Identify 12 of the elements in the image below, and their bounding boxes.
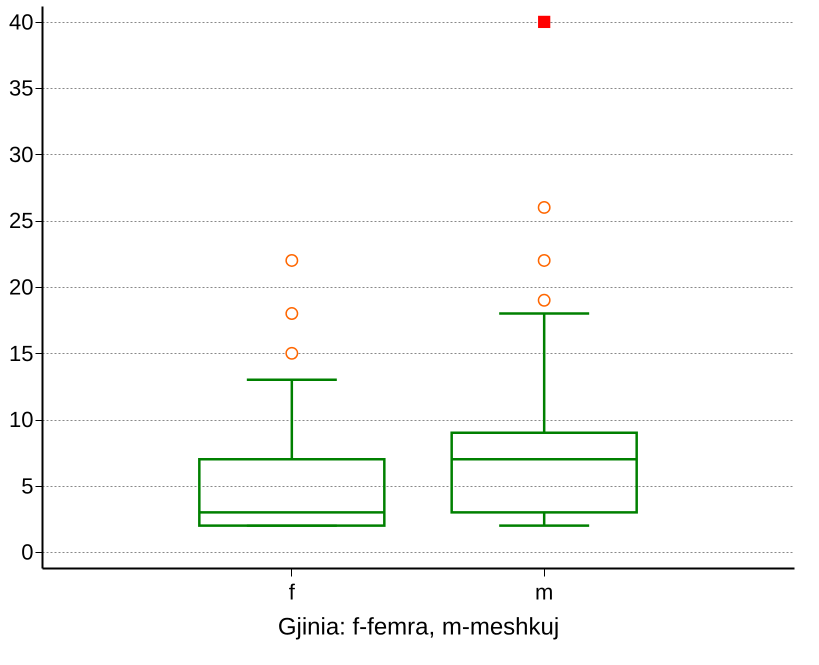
y-tick-label: 0 <box>21 540 34 565</box>
y-tick-label: 5 <box>21 473 34 498</box>
y-tick-label: 30 <box>9 142 34 167</box>
x-tick-label: m <box>535 580 554 604</box>
y-tick-label: 20 <box>9 274 34 300</box>
x-tick-label: f <box>288 580 296 604</box>
y-tick-label: 40 <box>9 9 34 34</box>
y-tick-label: 25 <box>9 208 34 234</box>
y-tick-label: 15 <box>9 340 34 366</box>
y-tick-label: 35 <box>9 76 34 101</box>
y-tick-label: 10 <box>9 407 34 432</box>
x-axis-title: Gjinia: f-femra, m-meshkuj <box>278 614 560 640</box>
